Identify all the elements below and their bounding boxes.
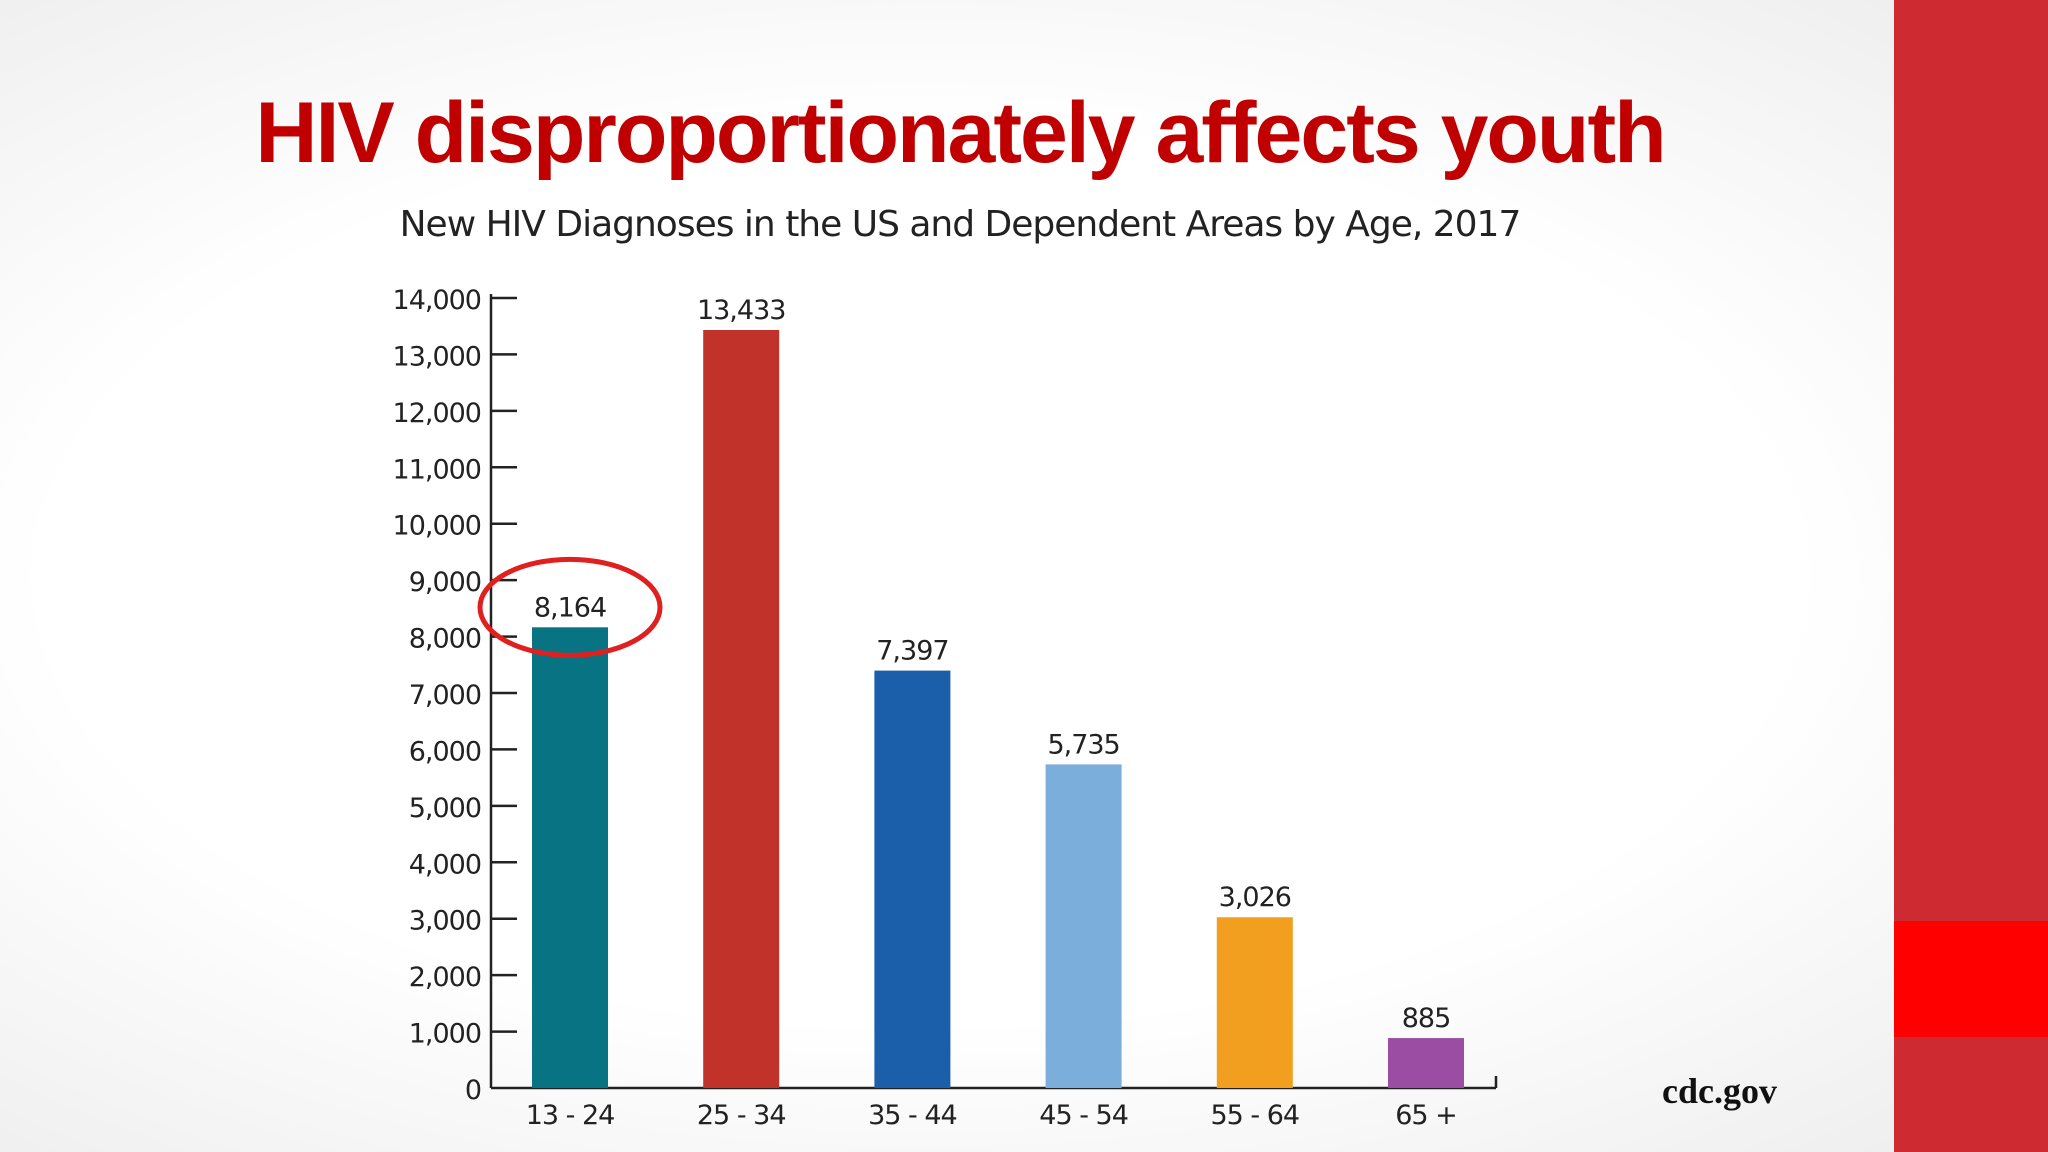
chart-axes: [489, 294, 1498, 1090]
y-tick-label: 4,000: [409, 849, 481, 880]
y-tick-label: 3,000: [409, 906, 481, 937]
y-tick-label: 10,000: [393, 511, 481, 542]
bar: [874, 670, 951, 1088]
bar: [1216, 917, 1293, 1088]
y-tick-label: 6,000: [409, 736, 481, 767]
y-tick-label: 2,000: [409, 962, 481, 993]
source-credit: cdc.gov: [1662, 1071, 1777, 1111]
y-tick-label: 8,000: [409, 624, 481, 655]
x-category-label: 65 +: [1395, 1100, 1457, 1131]
right-accent-block: [1894, 921, 2048, 1037]
chart-title: New HIV Diagnoses in the US and Dependen…: [399, 204, 1522, 245]
bar-value-label: 13,433: [697, 295, 785, 326]
bar-value-label: 3,026: [1219, 882, 1291, 913]
y-tick-label: 0: [465, 1075, 481, 1106]
bar-value-label: 8,164: [534, 592, 606, 623]
y-tick-label: 14,000: [393, 285, 481, 316]
bar-value-label: 7,397: [876, 636, 948, 667]
y-tick-label: 13,000: [393, 341, 481, 372]
x-category-label: 55 - 64: [1210, 1100, 1299, 1131]
bar: [1045, 764, 1122, 1088]
x-category-label: 35 - 44: [868, 1100, 957, 1131]
bar-value-label: 885: [1402, 1003, 1451, 1034]
bar-value-label: 5,735: [1047, 729, 1119, 760]
chart-annotations: [477, 556, 663, 658]
chart-bars: [532, 329, 1464, 1088]
y-tick-label: 7,000: [409, 680, 481, 711]
slide-title: HIV disproportionately affects youth: [255, 85, 1666, 181]
highlight-ellipse: [477, 556, 663, 658]
bar: [703, 329, 780, 1088]
y-tick-label: 1,000: [409, 1019, 481, 1050]
bar: [1388, 1038, 1464, 1088]
y-tick-label: 12,000: [393, 398, 481, 429]
x-category-label: 25 - 34: [697, 1100, 786, 1131]
y-tick-label: 9,000: [409, 567, 481, 598]
bar: [532, 627, 608, 1088]
y-tick-label: 11,000: [393, 454, 481, 485]
chart-labels: 0 1,000 2,000 3,000 4,000 5,000 6,000 7,000 8,00…: [393, 285, 1458, 1131]
y-tick-label: 5,000: [409, 793, 481, 824]
x-category-label: 45 - 54: [1039, 1100, 1128, 1131]
x-category-label: 13 - 24: [526, 1100, 615, 1131]
